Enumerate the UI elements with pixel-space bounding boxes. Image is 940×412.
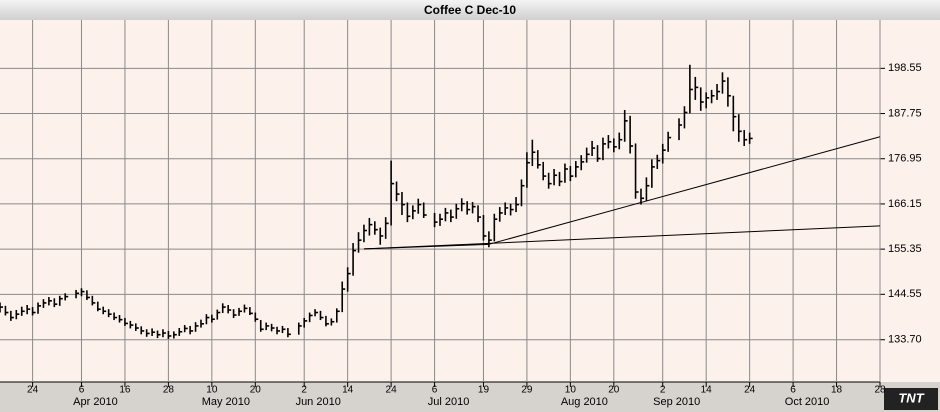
y-tick-label: 166.15 [888, 198, 922, 210]
x-tick-label: 19 [478, 385, 490, 396]
x-tick-label: 10 [206, 385, 218, 396]
x-tick-label: 24 [386, 385, 398, 396]
x-tick-label: 16 [119, 385, 131, 396]
x-tick-label: 24 [744, 385, 756, 396]
logo: TNT [898, 390, 924, 405]
y-tick-label: 133.70 [888, 334, 922, 346]
x-tick-label: 18 [831, 385, 843, 396]
x-tick-label: 2 [660, 385, 666, 396]
chart-title: Coffee C Dec-10 [424, 3, 516, 17]
y-tick-label: 155.35 [888, 243, 922, 255]
x-axis-area [0, 382, 940, 412]
logo-box [884, 388, 938, 410]
x-month-label: Apr 2010 [73, 396, 118, 408]
trend-line [363, 225, 881, 250]
trend-line [363, 243, 489, 250]
x-tick-label: 28 [874, 385, 886, 396]
x-month-label: Oct 2010 [785, 396, 830, 408]
x-tick-label: 20 [250, 385, 262, 396]
x-tick-label: 14 [342, 385, 354, 396]
x-tick-label: 6 [79, 385, 85, 396]
x-tick-label: 14 [701, 385, 713, 396]
x-tick-label: 29 [521, 385, 533, 396]
x-month-label: Aug 2010 [561, 396, 608, 408]
x-tick-label: 24 [27, 385, 39, 396]
x-tick-label: 28 [163, 385, 175, 396]
y-axis-area [880, 20, 940, 382]
x-tick-label: 10 [565, 385, 577, 396]
x-month-label: Sep 2010 [653, 396, 700, 408]
x-tick-label: 20 [608, 385, 620, 396]
y-tick-label: 198.55 [888, 62, 922, 74]
title-bar [0, 0, 940, 20]
y-tick-label: 176.95 [888, 153, 922, 165]
trend-line [488, 136, 881, 245]
plot-area [0, 20, 880, 382]
y-tick-label: 144.55 [888, 288, 922, 300]
x-month-label: May 2010 [202, 396, 250, 408]
x-tick-label: 6 [790, 385, 796, 396]
x-tick-label: 2 [301, 385, 307, 396]
x-month-label: Jul 2010 [428, 396, 470, 408]
x-month-label: Jun 2010 [296, 396, 341, 408]
x-tick-label: 6 [432, 385, 438, 396]
y-tick-label: 187.75 [888, 107, 922, 119]
